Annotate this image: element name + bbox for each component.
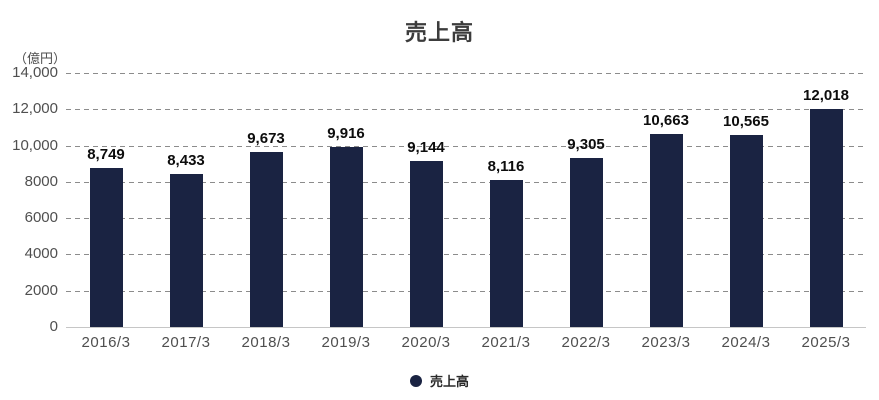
value-label-2025/3: 12,018 [803,86,849,104]
x-tick-label-2018/3: 2018/3 [241,334,291,351]
gridline-12000 [66,109,866,111]
x-tick-label-2019/3: 2019/3 [321,334,371,351]
bar-2025/3 [809,108,843,327]
y-tick-label-10000: 10,000 [12,136,58,154]
x-tick-label-2022/3: 2022/3 [561,334,611,351]
gridline-8000 [66,181,866,183]
y-axis: 0 2000 4000 6000 8000 10,000 12,000 14,000 [0,0,58,340]
y-tick-label-0: 0 [49,318,58,335]
bar-2017/3 [169,174,203,327]
gridline-6000 [66,218,866,220]
legend: 売上高 [0,371,879,390]
bar-2022/3 [569,158,603,327]
gridline-2000 [66,290,866,292]
legend-circle-marker-icon [409,374,422,387]
y-axis-unit-label: （億円） [14,51,67,66]
y-tick-label-14000: 14,000 [12,64,58,81]
value-label-2020/3: 9,144 [407,139,445,157]
value-label-2021/3: 8,116 [487,157,525,175]
x-tick-label-2023/3: 2023/3 [641,334,691,351]
bar-2023/3 [649,133,683,327]
x-tick-label-2021/3: 2021/3 [481,334,531,351]
bar-2021/3 [489,179,523,327]
legend-label: 売上高 [429,374,469,389]
gridline-10000 [66,145,866,147]
bar-2016/3 [89,168,123,327]
value-label-2019/3: 9,916 [327,125,365,143]
value-label-2018/3: 9,673 [247,129,285,147]
gridline-4000 [66,254,866,256]
y-tick-label-2000: 2000 [24,281,58,299]
value-label-2017/3: 8,433 [167,152,205,170]
bar-2024/3 [729,135,763,327]
y-tick-label-6000: 6000 [24,209,58,227]
y-tick-label-8000: 8000 [24,172,58,190]
y-tick-label-4000: 4000 [24,245,58,263]
x-axis: 2016/3 2017/3 2018/3 2019/3 2020/3 2021/3 2022… [66,334,866,356]
bar-2019/3 [329,147,363,327]
value-label-2022/3: 9,305 [567,136,605,154]
x-tick-label-2017/3: 2017/3 [161,334,211,351]
chart-title: 売上高 [404,20,474,45]
bar-2020/3 [409,161,443,327]
y-tick-label-12000: 12,000 [12,100,58,118]
x-tick-label-2025/3: 2025/3 [801,334,851,351]
bar-2018/3 [249,151,283,327]
value-label-2023/3: 10,663 [643,111,689,129]
x-tick-label-2016/3: 2016/3 [81,334,131,351]
value-label-2024/3: 10,565 [723,113,769,131]
plot-area: 8,749 8,433 9,673 9,916 9,144 8,116 9,305 10,66… [66,73,866,328]
x-tick-label-2024/3: 2024/3 [721,334,771,351]
x-tick-label-2020/3: 2020/3 [401,334,451,351]
value-label-2016/3: 8,749 [87,146,125,164]
gridline-14000 [66,73,866,74]
